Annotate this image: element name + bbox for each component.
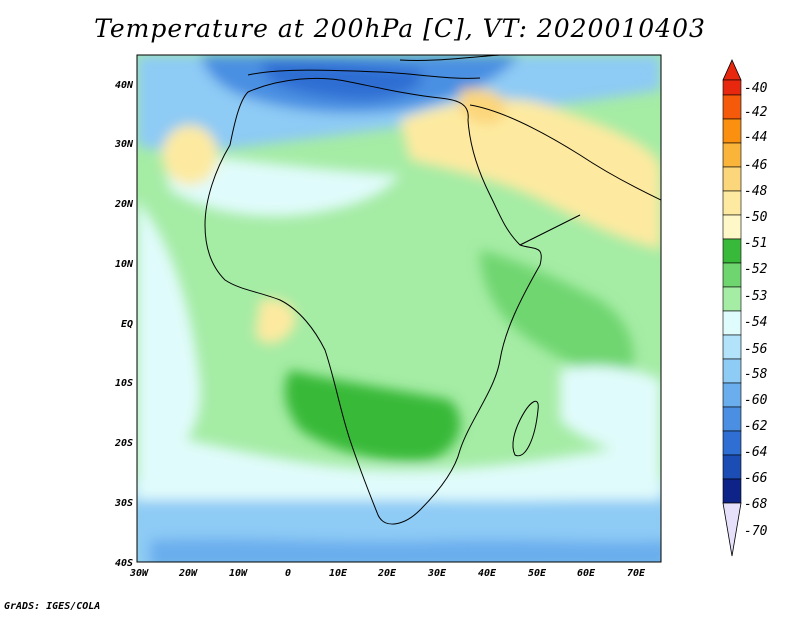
field-mideast-warm	[400, 99, 661, 250]
colorbar-label: -46	[744, 158, 768, 173]
software-credit: GrADS: IGES/COLA	[4, 601, 101, 612]
colorbar-label: -64	[744, 445, 767, 460]
lat-tick-label: 10N	[115, 259, 134, 270]
field-westafrica-warm	[162, 125, 218, 185]
field-sahara-light	[160, 150, 400, 217]
colorbar-swatch	[722, 262, 742, 288]
colorbar-label: -70	[744, 524, 768, 539]
colorbar-label: -48	[744, 184, 768, 199]
field-south-cold-core	[150, 538, 661, 562]
colorbar-labels: -40 -42 -44 -46 -48 -50 -51 -52 -53 -54 …	[744, 81, 768, 539]
field-gulf-warm	[255, 298, 296, 344]
colorbar-bottom-arrow	[722, 502, 742, 557]
colorbar-swatch	[722, 358, 742, 384]
colorbar-label: -52	[744, 262, 768, 277]
colorbar-label: -42	[744, 105, 768, 120]
colorbar-label: -68	[744, 497, 768, 512]
lon-tick-label: 40E	[478, 568, 497, 579]
lon-tick-label: 20W	[178, 568, 198, 579]
colorbar-swatch	[722, 430, 742, 456]
lon-tick-label: 0	[285, 568, 291, 579]
lat-tick-label: 20N	[114, 199, 134, 210]
map-title: Temperature at 200hPa [C], VT: 202001040…	[94, 14, 706, 43]
colorbar-label: -40	[744, 81, 768, 96]
colorbar-label: -62	[744, 419, 768, 434]
colorbar-swatch	[722, 238, 742, 264]
colorbar-label: -56	[744, 342, 768, 357]
lon-axis: 30W 20W 10W 0 10E 20E 30E 40E 50E 60E 70…	[129, 568, 646, 579]
colorbar-swatch	[722, 166, 742, 192]
lat-tick-label: 20S	[114, 438, 133, 449]
lon-tick-label: 50E	[528, 568, 547, 579]
colorbar-swatch	[722, 214, 742, 240]
field-mideast-hot	[460, 88, 506, 125]
lat-tick-label: 30S	[114, 498, 133, 509]
coast-europe	[247, 55, 501, 79]
colorbar-swatch	[722, 94, 742, 120]
map-frame	[136, 54, 662, 563]
colorbar	[722, 59, 742, 557]
field-south-light	[137, 430, 661, 500]
colorbar-swatch	[722, 334, 742, 360]
lat-tick-label: 30N	[114, 139, 134, 150]
field-east-green	[480, 250, 634, 380]
colorbar-label: -50	[744, 210, 768, 225]
lon-tick-label: 10W	[229, 568, 248, 579]
coast-africa	[204, 77, 542, 525]
colorbar-top-arrow	[722, 59, 742, 81]
lon-tick-label: 30E	[427, 568, 447, 579]
colorbar-swatch	[722, 142, 742, 168]
lon-tick-label: 10E	[329, 568, 348, 579]
colorbar-swatch	[722, 478, 742, 504]
lon-tick-label: 30W	[129, 568, 149, 579]
filled-contours	[137, 55, 661, 562]
colorbar-label: -53	[744, 289, 767, 304]
colorbar-label: -60	[744, 393, 768, 408]
colorbar-swatch	[722, 118, 742, 144]
colorbar-label: -44	[744, 130, 767, 145]
lat-tick-label: EQ	[121, 319, 133, 330]
lon-tick-label: 60E	[577, 568, 596, 579]
coast-arabia	[469, 104, 661, 246]
lat-tick-label: 40N	[115, 80, 134, 91]
colorbar-swatch	[722, 286, 742, 312]
colorbar-swatch	[722, 190, 742, 216]
colorbar-label: -66	[744, 471, 768, 486]
colorbar-swatch	[722, 79, 742, 96]
colorbar-label: -58	[744, 367, 768, 382]
field-atlantic-light	[137, 200, 201, 470]
colorbar-swatch	[722, 310, 742, 336]
coast-madagascar	[512, 400, 539, 457]
coastlines	[204, 55, 661, 525]
colorbar-label: -54	[744, 315, 767, 330]
lon-tick-label: 20E	[377, 568, 397, 579]
field-indian-light	[560, 365, 661, 460]
field-central-dark	[284, 370, 461, 461]
colorbar-label: -51	[744, 236, 767, 251]
colorbar-swatch	[722, 382, 742, 408]
colorbar-swatch	[722, 454, 742, 480]
lat-axis: 40N 30N 20N 10N EQ 10S 20S 30S 40S	[114, 80, 134, 569]
lon-tick-label: 70E	[627, 568, 646, 579]
colorbar-swatch	[722, 406, 742, 432]
lat-tick-label: 40S	[115, 558, 133, 569]
lat-tick-label: 10S	[115, 378, 133, 389]
